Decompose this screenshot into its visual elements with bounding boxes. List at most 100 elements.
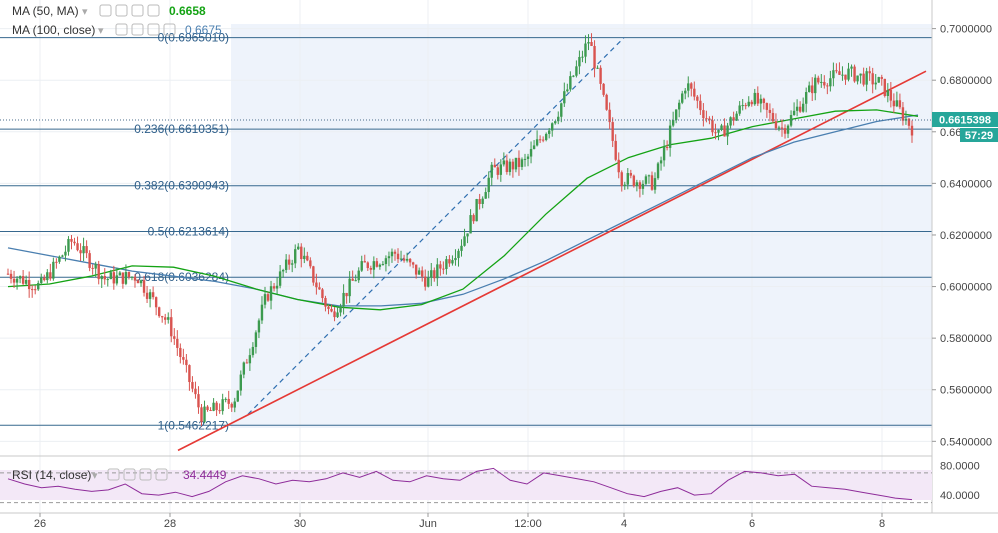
candle-body xyxy=(575,66,578,76)
time-tick-label: 26 xyxy=(34,518,46,530)
candle-body xyxy=(321,289,324,299)
candle-body xyxy=(61,255,64,257)
candle-body xyxy=(469,215,472,234)
ma50-gear-icon[interactable] xyxy=(115,4,128,17)
candle-body xyxy=(272,286,276,289)
candle-body xyxy=(206,406,209,411)
candle-body xyxy=(578,56,581,67)
ma50-eye-icon[interactable]: ▾ xyxy=(82,6,88,18)
candle-body xyxy=(572,75,575,77)
candle-body xyxy=(472,215,475,222)
candle-body xyxy=(614,140,617,160)
price-tick-label: 0.6200000 xyxy=(940,230,992,242)
candle-body xyxy=(874,82,877,85)
ma50-settings-icon[interactable] xyxy=(99,4,112,17)
candle-body xyxy=(357,270,360,281)
trendline-support xyxy=(177,70,927,452)
candlesticks xyxy=(6,33,914,427)
rsi-axis: 80.0000 40.0000 xyxy=(940,460,980,502)
candle-body xyxy=(436,264,439,279)
candle-body xyxy=(460,245,463,251)
legend-ma100[interactable]: MA (100, close) ▾ 0.6675 xyxy=(12,23,222,37)
price-tick-label: 0.5400000 xyxy=(940,436,992,448)
candle-body xyxy=(696,96,699,101)
candle-body xyxy=(115,275,119,284)
rsi-more-icon[interactable] xyxy=(155,468,168,481)
ma100-settings-icon[interactable] xyxy=(115,23,128,36)
candle-body xyxy=(34,289,37,291)
candle-body xyxy=(835,70,838,72)
candle-body xyxy=(880,77,883,79)
legend-rsi[interactable]: RSI (14, close) ▾ 34.4449 xyxy=(12,468,227,482)
candle-body xyxy=(203,406,206,422)
candle-body xyxy=(677,102,681,110)
candle-body xyxy=(599,67,602,84)
candle-body xyxy=(173,336,176,339)
candle-body xyxy=(248,355,252,364)
candle-body xyxy=(70,238,73,242)
candle-body xyxy=(717,129,720,133)
candle-body xyxy=(445,259,448,269)
candle-body xyxy=(590,42,593,46)
candle-body xyxy=(502,160,506,165)
candle-body xyxy=(668,125,672,148)
ma50-close-icon[interactable] xyxy=(131,4,144,17)
ma100-more-icon[interactable] xyxy=(163,23,176,36)
candle-body xyxy=(118,272,122,276)
candle-body xyxy=(396,253,400,260)
candle-body xyxy=(665,147,669,149)
candle-body xyxy=(898,100,902,108)
time-tick-label: Jun xyxy=(419,518,437,530)
price-tick-label: 0.6000000 xyxy=(940,282,992,294)
candle-body xyxy=(360,261,363,271)
candle-body xyxy=(569,76,572,90)
candle-body xyxy=(723,125,726,137)
current-price-text: 0.6615398 xyxy=(939,115,991,127)
candle-body xyxy=(448,259,451,264)
candle-body xyxy=(466,233,469,237)
candle-body xyxy=(76,243,79,251)
candle-body xyxy=(762,98,766,104)
candle-body xyxy=(30,289,34,291)
candle-body xyxy=(109,272,112,280)
candle-body xyxy=(27,279,31,290)
legend-ma50[interactable]: MA (50, MA) ▾ 0.6658 xyxy=(12,4,206,18)
candle-body xyxy=(170,317,173,337)
rsi-settings-icon[interactable] xyxy=(107,468,120,481)
price-tick-label: 0.6400000 xyxy=(940,178,992,190)
candle-body xyxy=(266,294,270,301)
ma50-more-icon[interactable] xyxy=(147,4,160,17)
ma100-eye-icon[interactable]: ▾ xyxy=(98,25,104,37)
candle-body xyxy=(215,402,218,411)
candle-body xyxy=(157,307,161,317)
candle-body xyxy=(121,272,125,284)
candle-body xyxy=(526,156,530,159)
rsi-eye-icon[interactable]: ▾ xyxy=(92,470,98,482)
candle-body xyxy=(82,246,85,254)
ma100-gear-icon[interactable] xyxy=(131,23,144,36)
candle-body xyxy=(291,263,294,265)
candle-body xyxy=(191,382,194,389)
candle-body xyxy=(278,271,282,286)
candle-body xyxy=(511,161,515,170)
candle-body xyxy=(52,261,55,279)
price-tick-label: 0.7000000 xyxy=(940,24,992,36)
candle-body xyxy=(194,388,197,395)
rsi-gear-icon[interactable] xyxy=(123,468,136,481)
candle-body xyxy=(690,83,693,89)
rsi-close-icon[interactable] xyxy=(139,468,152,481)
candle-body xyxy=(37,283,40,290)
candle-body xyxy=(532,145,536,150)
ma100-close-icon[interactable] xyxy=(147,23,160,36)
candle-body xyxy=(702,110,705,119)
candle-body xyxy=(820,81,823,83)
candle-body xyxy=(753,92,756,105)
candle-body xyxy=(720,125,723,130)
candle-body xyxy=(907,118,911,126)
candle-body xyxy=(517,157,521,167)
candle-body xyxy=(841,74,844,76)
price-tick-label: 0.5800000 xyxy=(940,333,992,345)
candle-body xyxy=(596,67,599,69)
candle-body xyxy=(324,298,327,307)
